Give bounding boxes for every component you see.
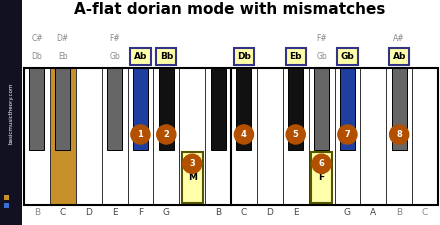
Text: Ab: Ab bbox=[134, 52, 147, 61]
Bar bbox=[412, 68, 438, 205]
Text: F#: F# bbox=[316, 34, 327, 43]
Bar bbox=[154, 68, 179, 205]
Text: A: A bbox=[370, 208, 376, 217]
Bar bbox=[234, 48, 254, 65]
Bar bbox=[311, 152, 332, 203]
Text: 4: 4 bbox=[241, 130, 247, 139]
Text: M: M bbox=[188, 173, 197, 182]
Text: B: B bbox=[215, 208, 221, 217]
Bar bbox=[334, 68, 360, 205]
Text: 2: 2 bbox=[163, 130, 169, 139]
Bar bbox=[107, 68, 122, 150]
Text: C#: C# bbox=[31, 34, 43, 43]
Text: A-flat dorian mode with mismatches: A-flat dorian mode with mismatches bbox=[74, 2, 386, 17]
Bar bbox=[156, 48, 176, 65]
Circle shape bbox=[389, 125, 409, 144]
Text: 1: 1 bbox=[138, 130, 143, 139]
Bar bbox=[314, 68, 329, 150]
Text: E: E bbox=[293, 208, 298, 217]
Text: 5: 5 bbox=[293, 130, 299, 139]
Text: G: G bbox=[163, 208, 170, 217]
Circle shape bbox=[286, 125, 305, 144]
Bar bbox=[286, 48, 306, 65]
Bar bbox=[205, 68, 231, 205]
Text: B: B bbox=[396, 208, 402, 217]
Text: D: D bbox=[85, 208, 92, 217]
Bar bbox=[50, 68, 76, 205]
Text: 7: 7 bbox=[345, 130, 350, 139]
Bar bbox=[130, 48, 150, 65]
Bar bbox=[24, 68, 438, 205]
Bar bbox=[179, 68, 205, 205]
Circle shape bbox=[338, 125, 357, 144]
Text: Eb: Eb bbox=[58, 52, 68, 61]
Bar bbox=[360, 68, 386, 205]
Text: E: E bbox=[112, 208, 117, 217]
Bar bbox=[389, 48, 409, 65]
Text: Eb: Eb bbox=[290, 52, 302, 61]
Bar bbox=[386, 68, 412, 205]
Circle shape bbox=[157, 125, 176, 144]
Circle shape bbox=[235, 125, 253, 144]
Bar bbox=[0, 0, 22, 225]
Text: Gb: Gb bbox=[341, 52, 354, 61]
Circle shape bbox=[183, 154, 202, 173]
Circle shape bbox=[131, 125, 150, 144]
Bar bbox=[236, 68, 251, 150]
Text: F: F bbox=[319, 173, 325, 182]
Text: 3: 3 bbox=[189, 159, 195, 168]
Text: D#: D# bbox=[57, 34, 69, 43]
Text: 8: 8 bbox=[396, 130, 402, 139]
Text: Gb: Gb bbox=[109, 52, 120, 61]
Bar bbox=[159, 68, 174, 150]
Text: Ab: Ab bbox=[392, 52, 406, 61]
Bar bbox=[102, 68, 128, 205]
Text: G: G bbox=[344, 208, 351, 217]
Bar bbox=[337, 48, 358, 65]
Text: B: B bbox=[34, 208, 40, 217]
Text: F#: F# bbox=[109, 34, 120, 43]
Bar bbox=[128, 68, 154, 205]
Text: C: C bbox=[60, 208, 66, 217]
Bar bbox=[283, 68, 308, 205]
Bar bbox=[257, 68, 283, 205]
Bar bbox=[211, 68, 226, 150]
Bar bbox=[340, 68, 355, 150]
Text: C: C bbox=[422, 208, 428, 217]
Bar bbox=[29, 68, 44, 150]
Bar bbox=[76, 68, 102, 205]
Text: Db: Db bbox=[237, 52, 251, 61]
Text: Gb: Gb bbox=[316, 52, 327, 61]
Text: F: F bbox=[138, 208, 143, 217]
Bar bbox=[4, 195, 9, 200]
Text: 6: 6 bbox=[319, 159, 324, 168]
Text: Db: Db bbox=[32, 52, 42, 61]
Bar bbox=[308, 68, 334, 205]
Text: basicmusictheory.com: basicmusictheory.com bbox=[8, 82, 14, 144]
Bar bbox=[24, 68, 50, 205]
Bar bbox=[288, 68, 303, 150]
Bar bbox=[55, 68, 70, 150]
Text: D: D bbox=[266, 208, 273, 217]
Circle shape bbox=[312, 154, 331, 173]
Bar bbox=[182, 152, 203, 203]
Text: Bb: Bb bbox=[160, 52, 173, 61]
Bar bbox=[4, 203, 9, 208]
Bar bbox=[133, 68, 148, 150]
Text: C: C bbox=[241, 208, 247, 217]
Text: Bb: Bb bbox=[394, 52, 404, 61]
Bar bbox=[392, 68, 407, 150]
Text: A#: A# bbox=[393, 34, 405, 43]
Bar bbox=[231, 68, 257, 205]
